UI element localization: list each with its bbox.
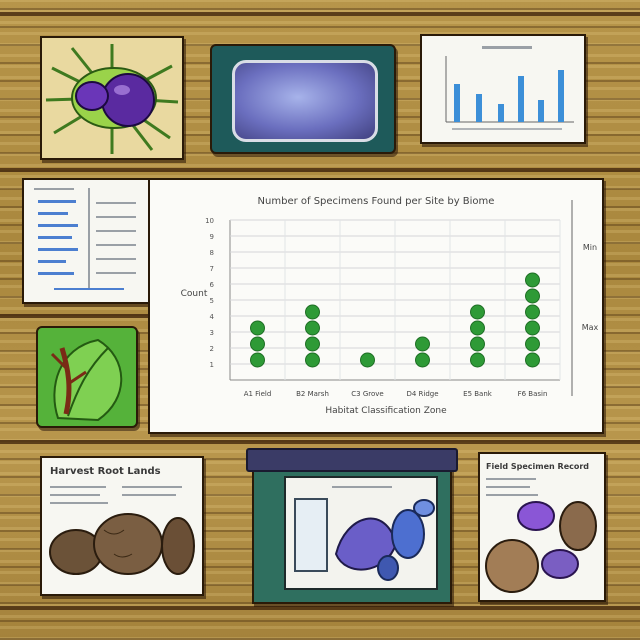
leaf-illustration <box>36 326 138 428</box>
plank-divider <box>0 168 640 172</box>
doc-text-line <box>486 494 538 496</box>
y-tick-label: 2 <box>210 345 214 353</box>
sheet-row <box>38 224 78 227</box>
x-axis-label: Habitat Classification Zone <box>325 406 447 416</box>
data-point <box>525 272 540 288</box>
doc-text-line <box>50 502 108 504</box>
specimen-collage-icon <box>485 501 597 593</box>
data-point <box>250 320 265 336</box>
specimen-tray-icon <box>334 499 435 581</box>
tray-label-box <box>294 498 328 572</box>
doc-title: Field Specimen Record <box>486 462 590 471</box>
data-point <box>525 320 540 336</box>
y-tick-label: 1 <box>210 361 214 369</box>
x-tick-label: B2 Marsh <box>296 390 329 398</box>
y-tick-label: 4 <box>210 313 215 321</box>
purple-fruit-illustration <box>40 36 184 160</box>
sheet-row <box>96 258 136 260</box>
data-point <box>250 336 265 352</box>
right-label-max: Max <box>582 323 599 332</box>
y-tick-label: 10 <box>205 217 214 225</box>
data-point <box>250 352 265 368</box>
data-point <box>470 352 485 368</box>
plank-divider <box>0 440 640 444</box>
data-point <box>525 304 540 320</box>
sheet-row <box>96 272 136 274</box>
doc-text-line <box>50 486 106 488</box>
y-tick-label: 9 <box>210 233 214 241</box>
specimen-tray <box>246 448 458 604</box>
sheet-row <box>96 202 136 204</box>
doc-text-line <box>122 494 176 496</box>
data-point <box>305 320 320 336</box>
y-tick-label: 6 <box>210 281 215 289</box>
sheet-row <box>38 248 78 251</box>
data-point <box>525 352 540 368</box>
sheet-footer-line <box>54 288 124 290</box>
right-label-min: Min <box>583 243 597 252</box>
sheet-row <box>96 216 136 218</box>
x-tick-label: D4 Ridge <box>406 390 438 398</box>
data-point <box>525 336 540 352</box>
doc-text-line <box>122 486 182 488</box>
sheet-row <box>38 212 68 215</box>
display-screen-icon <box>232 60 378 142</box>
data-point <box>305 336 320 352</box>
y-tick-label: 3 <box>210 329 214 337</box>
tray-sheet <box>284 476 438 590</box>
data-point <box>470 320 485 336</box>
mini-bar-chart <box>445 46 574 130</box>
sheet-row <box>38 200 76 203</box>
monitor-display <box>210 44 396 154</box>
sheet-heading-line <box>332 486 392 488</box>
data-point <box>525 288 540 304</box>
tray-lid <box>246 448 458 472</box>
sheet-row <box>38 236 72 239</box>
data-point <box>470 304 485 320</box>
sheet-row <box>38 272 74 275</box>
chart-title: Number of Specimens Found per Site by Bi… <box>258 196 495 207</box>
sheet-column-divider <box>88 188 90 288</box>
x-tick-label: E5 Bank <box>463 390 493 398</box>
data-point <box>305 304 320 320</box>
data-point <box>360 352 375 368</box>
plank-divider <box>0 314 150 318</box>
sheet-row <box>96 244 136 246</box>
plank-divider <box>0 606 640 610</box>
sheet-row <box>38 260 66 263</box>
main-chart-card: Number of Specimens Found per Site by Bi… <box>148 178 604 434</box>
y-tick-label: 5 <box>210 297 214 305</box>
doc-title: Harvest Root Lands <box>50 466 161 477</box>
x-tick-label: C3 Grove <box>351 390 383 398</box>
doc-text-line <box>486 478 536 480</box>
mini-bar-chart-card <box>420 34 586 144</box>
sheet-heading-line <box>34 188 74 190</box>
specimen-record-doc: Field Specimen Record <box>478 452 606 602</box>
plank-divider <box>0 12 640 16</box>
purple-fruit-icon <box>45 44 179 154</box>
root-vegetable-icon <box>49 513 195 575</box>
data-point <box>415 352 430 368</box>
x-tick-label: A1 Field <box>244 390 272 398</box>
doc-text-line <box>486 486 530 488</box>
doc-text-line <box>50 494 100 496</box>
root-vegetable-doc: Harvest Root Lands <box>40 456 204 596</box>
sheet-row <box>96 230 136 232</box>
leaf-icon <box>50 338 123 422</box>
specimen-dot-chart: Number of Specimens Found per Site by Bi… <box>181 196 599 416</box>
y-axis-label: Count <box>181 289 208 299</box>
data-point <box>305 352 320 368</box>
data-sheet-card <box>22 178 154 304</box>
x-tick-label: F6 Basin <box>518 390 548 398</box>
data-point <box>415 336 430 352</box>
y-tick-label: 8 <box>210 249 214 257</box>
y-tick-label: 7 <box>210 265 214 273</box>
data-point <box>470 336 485 352</box>
